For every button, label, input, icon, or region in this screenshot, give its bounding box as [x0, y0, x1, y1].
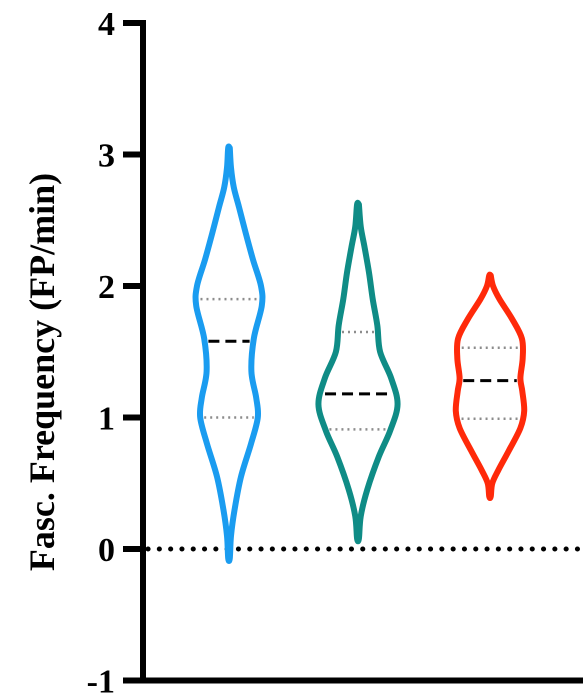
violin-outline: [192, 143, 266, 564]
y-tick-label: 1: [98, 401, 115, 438]
violins-group: [192, 143, 528, 564]
y-axis-title: Fasc. Frequency (FP/min): [22, 173, 62, 571]
y-tick-label: 2: [98, 269, 115, 306]
violin-3: [452, 271, 528, 502]
violin-outline: [315, 199, 401, 545]
y-tick-label: 0: [98, 532, 115, 569]
violin-1: [192, 143, 266, 564]
y-tick-label: -1: [87, 664, 115, 699]
y-tick-labels: -1 0 1 2 3 4: [87, 6, 115, 699]
y-tick-label: 3: [98, 138, 115, 175]
axis-group: [123, 20, 583, 684]
violin-2: [315, 199, 401, 545]
violin-outline: [452, 271, 528, 502]
y-tick-label: 4: [98, 6, 115, 43]
